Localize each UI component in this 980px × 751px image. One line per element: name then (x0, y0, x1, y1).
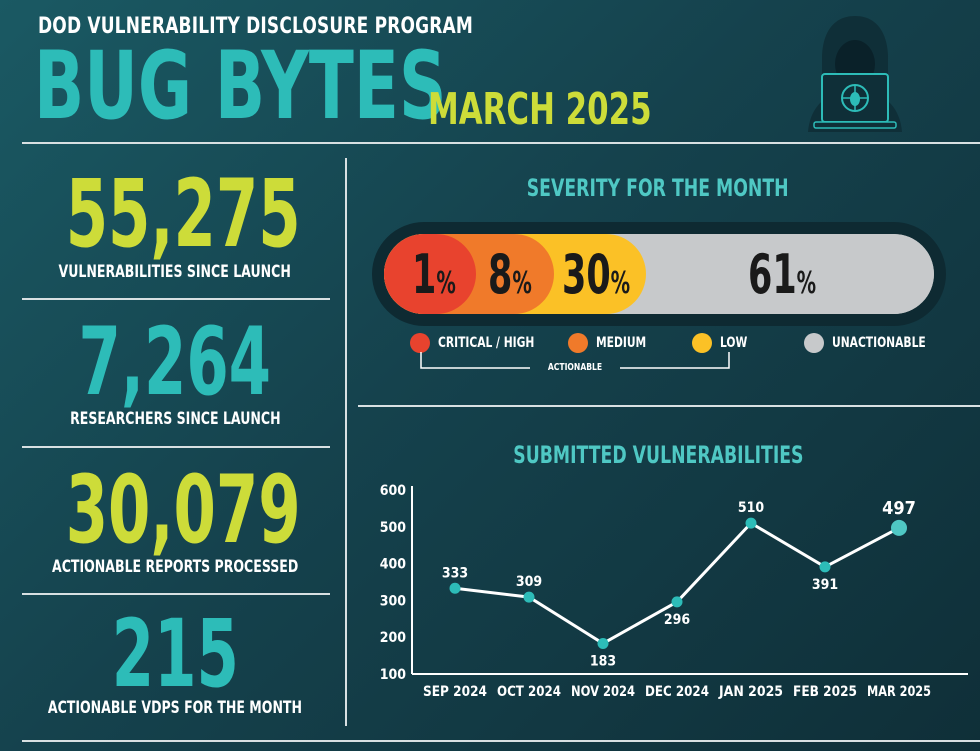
y-tick-label: 300 (380, 593, 407, 609)
issue-month: MARCH 2025 (428, 84, 652, 135)
severity-value: 30 (562, 243, 611, 306)
program-name: DOD VULNERABILITY DISCLOSURE PROGRAM (38, 14, 474, 39)
submitted-title: SUBMITTED VULNERABILITIES (512, 441, 804, 469)
y-tick-label: 400 (380, 557, 407, 573)
severity-value-medium: 8% (488, 248, 532, 311)
data-point (745, 517, 757, 529)
data-label: 183 (590, 653, 616, 669)
y-tick-label: 500 (380, 520, 407, 536)
x-tick-label: MAR 2025 (867, 684, 931, 700)
severity-value-unactionable: 61% (748, 248, 816, 311)
stat-divider (22, 593, 330, 595)
column-divider (345, 158, 347, 726)
data-label: 391 (812, 577, 838, 593)
stat-value: 55,275 (65, 160, 301, 269)
stat-value: 7,264 (78, 308, 272, 417)
actionable-label: ACTIONABLE (547, 362, 603, 373)
data-label: 309 (516, 574, 542, 590)
y-tick-label: 600 (380, 483, 407, 499)
y-tick-label: 100 (380, 667, 407, 683)
legend-swatch (410, 333, 430, 353)
legend-label: UNACTIONABLE (832, 335, 926, 351)
severity-segment-critical (384, 234, 476, 314)
data-point (597, 637, 609, 649)
stat-divider (22, 446, 330, 448)
stat-label: ACTIONABLE REPORTS PROCESSED (51, 557, 299, 577)
severity-title: SEVERITY FOR THE MONTH (527, 174, 789, 202)
stat-value: 215 (111, 600, 239, 709)
legend-label: CRITICAL / HIGH (438, 335, 535, 351)
legend-swatch (804, 333, 824, 353)
actionable-bracket (420, 352, 730, 369)
legend-swatch (568, 333, 588, 353)
x-tick-label: NOV 2024 (571, 684, 635, 700)
data-point (819, 561, 831, 573)
legend-swatch (692, 333, 712, 353)
severity-value-low: 30% (562, 248, 630, 311)
stat-label: RESEARCHERS SINCE LAUNCH (69, 409, 281, 429)
legend-label: LOW (720, 335, 748, 351)
severity-value: 61 (748, 243, 797, 306)
x-tick-label: FEB 2025 (793, 684, 857, 700)
severity-value: 1 (412, 243, 437, 306)
severity-bar: 1% 8% 30% 61% (372, 222, 946, 326)
severity-value: 8 (488, 243, 513, 306)
x-tick-label: JAN 2025 (718, 684, 783, 700)
data-label: 296 (664, 612, 691, 628)
header-divider (22, 142, 980, 144)
stat-label: ACTIONABLE VDPS FOR THE MONTH (47, 698, 303, 718)
x-tick-label: OCT 2024 (497, 684, 561, 700)
legend-label: MEDIUM (596, 335, 647, 351)
y-tick-label: 200 (380, 630, 407, 646)
submitted-line-chart: 100 200 300 400 500 600 333 309 183 296 510 391 497… (380, 483, 968, 700)
percent-sign: % (610, 266, 631, 301)
x-tick-label: SEP 2024 (423, 684, 487, 700)
data-label: 510 (738, 500, 765, 516)
stat-divider (22, 298, 330, 300)
severity-bar-track: 1% 8% 30% 61% (384, 234, 934, 314)
hacker-laptop-icon (808, 16, 902, 132)
data-label: 333 (442, 565, 468, 581)
stat-label: VULNERABILITIES SINCE LAUNCH (58, 262, 292, 282)
data-point (523, 591, 535, 603)
chart-divider (358, 405, 980, 407)
data-point (891, 519, 907, 536)
percent-sign: % (512, 266, 532, 301)
x-tick-label: DEC 2024 (645, 684, 709, 700)
page-title: BUG BYTES (34, 32, 447, 141)
data-label: 497 (882, 498, 916, 519)
stat-value: 30,079 (65, 456, 301, 565)
percent-sign: % (796, 266, 817, 301)
percent-sign: % (436, 266, 456, 301)
data-point (671, 596, 683, 608)
severity-value-critical: 1% (412, 248, 456, 311)
footer-divider (22, 740, 980, 742)
data-point (449, 582, 461, 594)
